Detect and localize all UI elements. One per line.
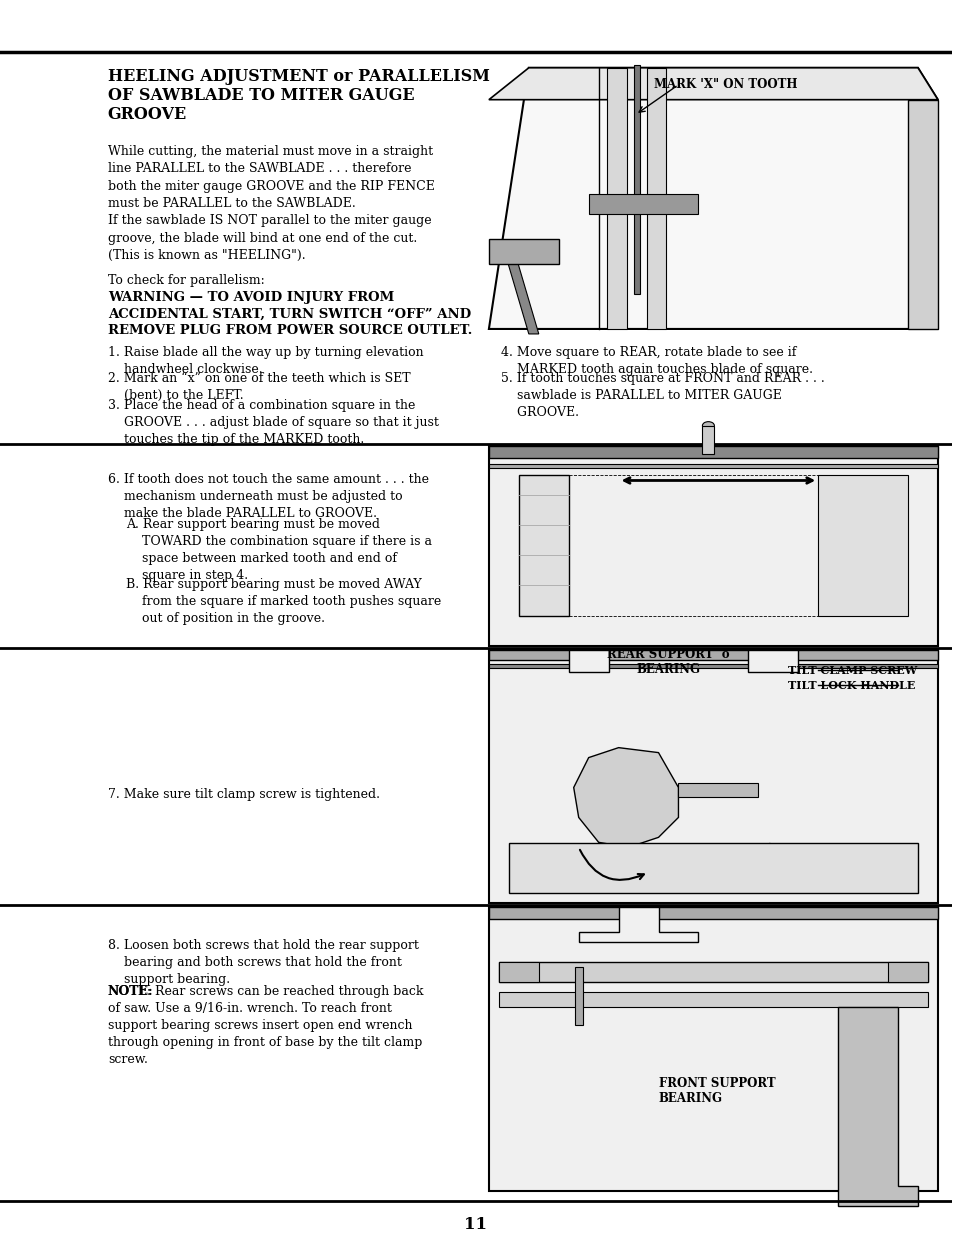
Polygon shape bbox=[518, 475, 568, 616]
Polygon shape bbox=[838, 1007, 917, 1206]
Text: If the sawblade IS NOT parallel to the miter gauge
groove, the blade will bind a: If the sawblade IS NOT parallel to the m… bbox=[108, 214, 431, 262]
Text: WARNING — TO AVOID INJURY FROM
ACCIDENTAL START, TURN SWITCH “OFF” AND
REMOVE PL: WARNING — TO AVOID INJURY FROM ACCIDENTA… bbox=[108, 291, 472, 336]
Text: GROOVE: GROOVE bbox=[108, 105, 187, 122]
Polygon shape bbox=[488, 445, 937, 458]
Polygon shape bbox=[574, 967, 582, 1024]
Polygon shape bbox=[503, 249, 538, 334]
Polygon shape bbox=[701, 426, 714, 454]
Polygon shape bbox=[488, 239, 558, 265]
Polygon shape bbox=[488, 464, 937, 468]
Text: MARK 'X" ON TOOTH: MARK 'X" ON TOOTH bbox=[653, 78, 796, 90]
Polygon shape bbox=[488, 68, 937, 100]
Polygon shape bbox=[488, 445, 937, 646]
Text: NOTE:: NOTE: bbox=[108, 985, 153, 998]
Polygon shape bbox=[887, 962, 927, 982]
Text: 3. Place the head of a combination square in the
    GROOVE . . . adjust blade o: 3. Place the head of a combination squar… bbox=[108, 398, 438, 445]
Text: 7. Make sure tilt clamp screw is tightened.: 7. Make sure tilt clamp screw is tighten… bbox=[108, 788, 379, 800]
Text: TILT CLAMP SCREW: TILT CLAMP SCREW bbox=[787, 666, 917, 675]
Polygon shape bbox=[488, 907, 937, 1191]
Text: 4. Move square to REAR, rotate blade to see if
    MARKED tooth again touches bl: 4. Move square to REAR, rotate blade to … bbox=[500, 346, 812, 376]
Circle shape bbox=[557, 1024, 600, 1069]
Polygon shape bbox=[646, 68, 666, 329]
Text: FRONT SUPPORT
BEARING: FRONT SUPPORT BEARING bbox=[658, 1076, 775, 1105]
Text: To check for parallelism:: To check for parallelism: bbox=[108, 275, 264, 287]
Text: 2. Mark an “x” on one of the teeth which is SET
    (bent) to the LEFT.: 2. Mark an “x” on one of the teeth which… bbox=[108, 372, 410, 402]
Text: A. Rear support bearing must be moved
    TOWARD the combination square if there: A. Rear support bearing must be moved TO… bbox=[126, 518, 432, 583]
Polygon shape bbox=[508, 844, 917, 893]
Polygon shape bbox=[578, 907, 698, 943]
Polygon shape bbox=[568, 649, 608, 672]
Text: OF SAWBLADE TO MITER GAUGE: OF SAWBLADE TO MITER GAUGE bbox=[108, 87, 414, 104]
Polygon shape bbox=[498, 962, 538, 982]
Polygon shape bbox=[498, 962, 927, 982]
Circle shape bbox=[498, 1051, 508, 1061]
Polygon shape bbox=[498, 992, 927, 1007]
Text: HEELING ADJUSTMENT or PARALLELISM: HEELING ADJUSTMENT or PARALLELISM bbox=[108, 68, 489, 85]
Text: REAR SUPPORT  o
BEARING: REAR SUPPORT o BEARING bbox=[606, 648, 729, 675]
Circle shape bbox=[678, 818, 718, 857]
Circle shape bbox=[568, 1037, 588, 1056]
Polygon shape bbox=[588, 194, 698, 214]
Text: While cutting, the material must move in a straight
line PARALLEL to the SAWBLAD: While cutting, the material must move in… bbox=[108, 145, 435, 210]
Polygon shape bbox=[747, 649, 798, 672]
Polygon shape bbox=[488, 649, 937, 903]
Polygon shape bbox=[488, 907, 937, 919]
Text: 11: 11 bbox=[464, 1216, 487, 1233]
Text: NOTE: Rear screws can be reached through back
of saw. Use a 9/16-in. wrench. To : NOTE: Rear screws can be reached through… bbox=[108, 985, 423, 1066]
Text: 1. Raise blade all the way up by turning elevation
    handwheel clockwise.: 1. Raise blade all the way up by turning… bbox=[108, 346, 423, 376]
Text: 6. If tooth does not touch the same amount . . . the
    mechanism underneath mu: 6. If tooth does not touch the same amou… bbox=[108, 474, 428, 521]
Text: 8. Loosen both screws that hold the rear support
    bearing and both screws tha: 8. Loosen both screws that hold the rear… bbox=[108, 939, 418, 986]
Ellipse shape bbox=[701, 422, 714, 429]
Polygon shape bbox=[488, 649, 937, 659]
Text: 5. If tooth touches square at FRONT and REAR . . .
    sawblade is PARALLEL to M: 5. If tooth touches square at FRONT and … bbox=[500, 372, 823, 419]
Text: TILT LOCK HANDLE: TILT LOCK HANDLE bbox=[787, 680, 915, 690]
Polygon shape bbox=[678, 783, 758, 798]
Polygon shape bbox=[488, 68, 937, 329]
Polygon shape bbox=[606, 68, 626, 329]
Text: B. Rear support bearing must be moved AWAY
    from the square if marked tooth p: B. Rear support bearing must be moved AW… bbox=[126, 578, 440, 625]
Circle shape bbox=[662, 803, 733, 872]
Polygon shape bbox=[573, 747, 678, 847]
Polygon shape bbox=[818, 475, 907, 616]
Polygon shape bbox=[907, 100, 937, 329]
Polygon shape bbox=[488, 664, 937, 668]
Polygon shape bbox=[633, 64, 639, 294]
